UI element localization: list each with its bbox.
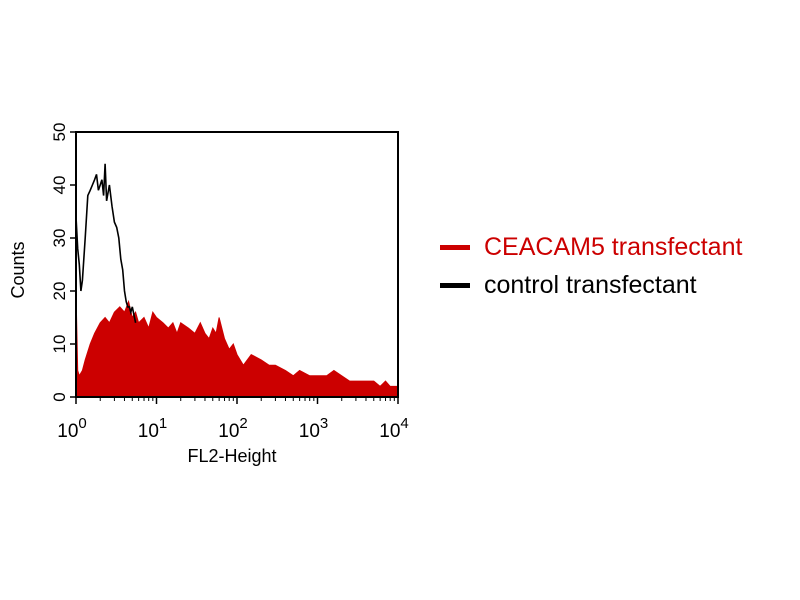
legend: CEACAM5 transfectant control transfectan… [440, 228, 742, 304]
y-axis-label: Counts [8, 241, 28, 298]
y-tick-label-0: 0 [50, 392, 69, 401]
legend-item-control: control transfectant [440, 266, 742, 304]
legend-item-ceacam5: CEACAM5 transfectant [440, 228, 742, 266]
legend-label-ceacam5: CEACAM5 transfectant [484, 232, 743, 261]
x-axis-label: FL2-Height [187, 446, 276, 466]
y-tick-label-50: 50 [50, 123, 69, 142]
x-tick-label-100: 102 [218, 415, 247, 442]
x-tick-label-1000: 103 [299, 415, 328, 442]
y-tick-label-10: 10 [50, 335, 69, 354]
x-tick-label-10000: 104 [379, 415, 408, 442]
legend-label-control: control transfectant [484, 270, 697, 299]
y-tick-label-30: 30 [50, 229, 69, 248]
ticks-layer: 0 10 20 30 40 50 100 101 102 103 104 [50, 123, 409, 442]
x-tick-label-10: 101 [138, 415, 167, 442]
legend-swatch-ceacam5 [440, 244, 470, 250]
series-control-line [76, 163, 137, 323]
series-ceacam5-area [76, 290, 398, 397]
series-layer [76, 163, 398, 397]
legend-swatch-control [440, 282, 470, 288]
y-tick-label-20: 20 [50, 282, 69, 301]
y-tick-label-40: 40 [50, 176, 69, 195]
x-tick-label-1: 100 [57, 415, 86, 442]
